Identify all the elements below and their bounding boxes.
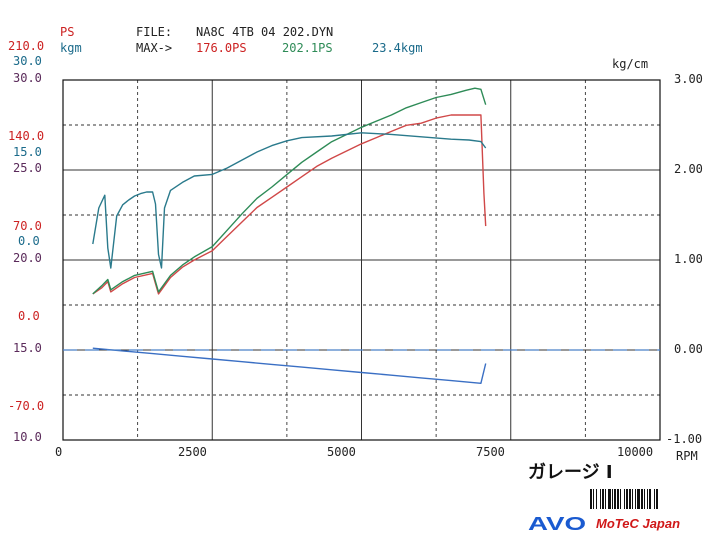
max-label: MAX-> <box>136 41 172 55</box>
left-axis-ps-140: 140.0 <box>8 129 44 143</box>
barcode-bar <box>620 489 621 509</box>
left-axis-3-25: 25.0 <box>13 161 42 175</box>
barcode-bar <box>600 489 601 509</box>
left-axis-kgm-0: 0.0 <box>18 234 40 248</box>
max-ps-red: 176.0PS <box>196 41 247 55</box>
right-axis-unit: kg/cm <box>612 57 648 71</box>
right-axis-tick: 1.00 <box>674 252 703 266</box>
barcode-bar <box>647 489 648 509</box>
left-axis-ps-0: 0.0 <box>18 309 40 323</box>
barcode-bar <box>626 489 628 509</box>
left-axis-ps-minus-70: -70.0 <box>8 399 44 413</box>
file-name: NA8C 4TB 04 202.DYN <box>196 25 333 39</box>
left-axis-3-20: 20.0 <box>13 251 42 265</box>
barcode-bar <box>617 489 619 509</box>
barcode-bar <box>656 489 658 509</box>
kgm-axis-label: kgm <box>60 41 82 55</box>
grid <box>63 80 660 440</box>
barcode-bar <box>596 489 597 509</box>
barcode-bar <box>605 489 606 509</box>
right-axis-tick: -1.00 <box>666 432 702 446</box>
x-axis-tick: 0 <box>55 445 62 459</box>
barcode-bar <box>644 489 645 509</box>
series-line-1 <box>92 87 487 295</box>
barcode-bar <box>654 489 655 509</box>
left-axis-kgm-30: 30.0 <box>13 54 42 68</box>
series-line-3 <box>92 347 487 384</box>
max-ps-green: 202.1PS <box>282 41 333 55</box>
plot-frame <box>62 79 661 441</box>
left-axis-3-15: 15.0 <box>13 341 42 355</box>
barcode-bar <box>602 489 604 509</box>
left-axis-3-30: 30.0 <box>13 71 42 85</box>
right-axis-tick: 2.00 <box>674 162 703 176</box>
x-axis-unit: RPM <box>676 449 698 463</box>
left-axis-3-10: 10.0 <box>13 430 42 444</box>
barcode-bar <box>593 489 594 509</box>
barcode-bar <box>649 489 651 509</box>
x-axis-tick: 10000 <box>617 445 653 459</box>
barcode-bar <box>608 489 611 509</box>
left-axis-kgm-15: 15.0 <box>13 145 42 159</box>
x-axis-tick: 2500 <box>178 445 207 459</box>
right-axis-tick: 0.00 <box>674 342 703 356</box>
x-axis-tick: 5000 <box>327 445 356 459</box>
x-axis-tick: 7500 <box>476 445 505 459</box>
motec-logo-text: MoTeC Japan <box>596 516 680 531</box>
barcode <box>590 489 658 509</box>
right-axis-tick: 3.00 <box>674 72 703 86</box>
barcode-bar <box>629 489 631 509</box>
barcode-bar <box>614 489 616 509</box>
barcode-bar <box>590 489 592 509</box>
left-axis-ps-70: 70.0 <box>13 219 42 233</box>
barcode-bar <box>641 489 643 509</box>
barcode-bar <box>632 489 633 509</box>
ps-axis-label: PS <box>60 25 74 39</box>
barcode-bar <box>612 489 613 509</box>
barcode-bar <box>624 489 625 509</box>
barcode-bar <box>635 489 636 509</box>
shop-name: ガレージ I <box>528 462 613 483</box>
max-kgm: 23.4kgm <box>372 41 423 55</box>
series-line-0 <box>92 114 487 295</box>
file-label: FILE: <box>136 25 172 39</box>
avo-logo: AVO <box>528 514 586 534</box>
series-group <box>63 87 660 384</box>
series-line-2 <box>92 132 487 269</box>
avo-logo-text: AVO <box>528 514 586 534</box>
barcode-bar <box>637 489 640 509</box>
left-axis-ps-210: 210.0 <box>8 39 44 53</box>
